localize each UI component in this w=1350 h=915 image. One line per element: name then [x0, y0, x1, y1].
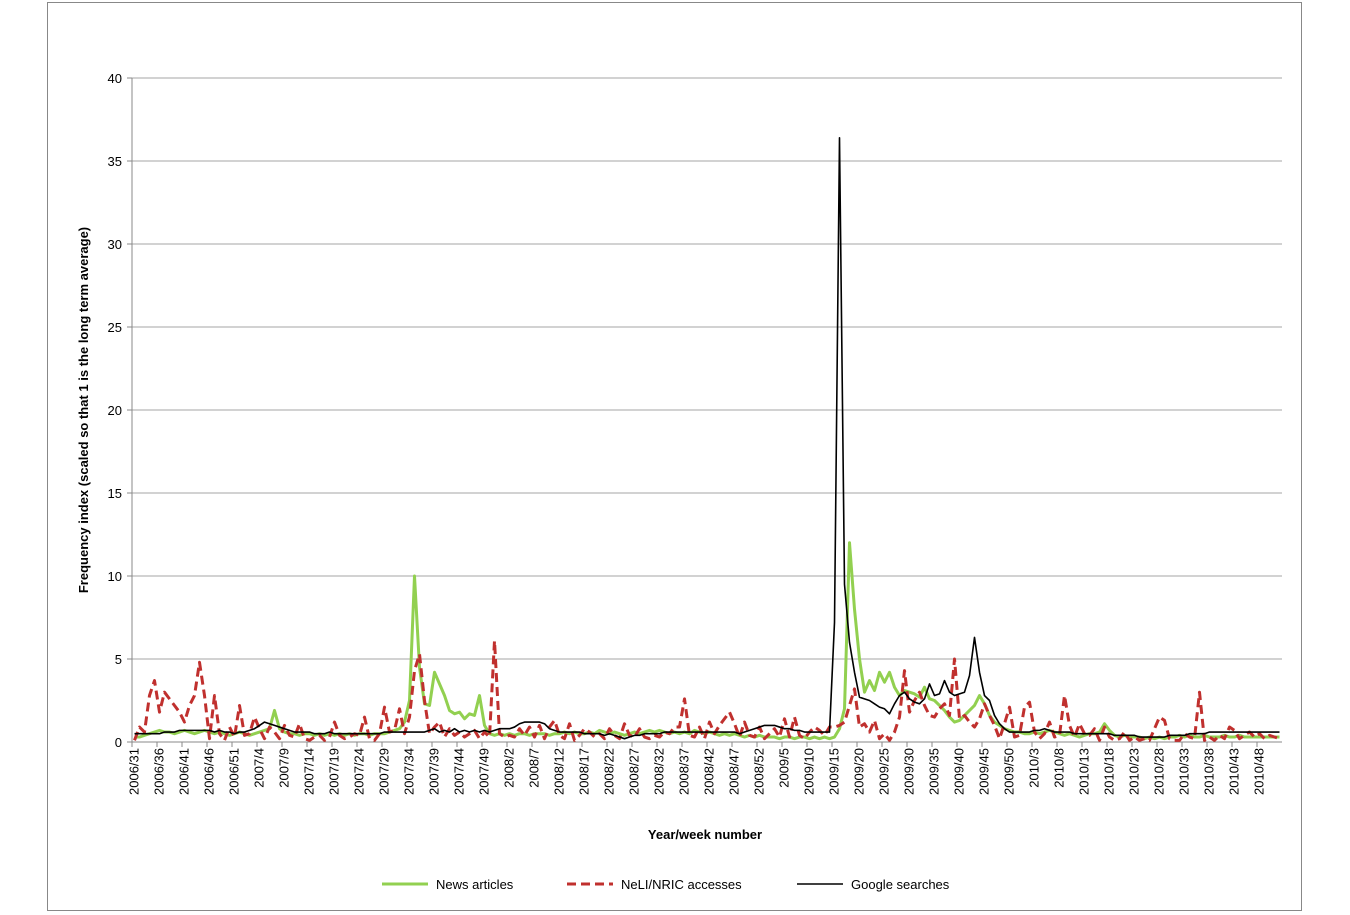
x-tick-label: 2007/9: [277, 748, 292, 788]
x-tick-label: 2009/35: [927, 748, 942, 795]
x-tick-label: 2006/41: [177, 748, 192, 795]
x-tick-label: 2007/19: [327, 748, 342, 795]
x-tick-label: 2008/22: [602, 748, 617, 795]
x-tick-label: 2007/4: [252, 748, 267, 788]
x-tick-label: 2006/31: [127, 748, 142, 795]
x-tick-label: 2009/45: [977, 748, 992, 795]
x-tick-label: 2008/32: [652, 748, 667, 795]
y-tick-label: 30: [108, 237, 122, 252]
x-tick-label: 2007/49: [477, 748, 492, 795]
x-tick-label: 2010/8: [1052, 748, 1067, 788]
frame: [47, 2, 1302, 911]
series-line: [133, 639, 1280, 742]
x-tick-label: 2009/50: [1002, 748, 1017, 795]
x-tick-label: 2009/20: [852, 748, 867, 795]
series-line: [134, 541, 1280, 741]
x-tick-label: 2009/30: [902, 748, 917, 795]
y-tick-label: 25: [108, 320, 122, 335]
x-tick-label: 2008/42: [702, 748, 717, 795]
x-tick-label: 2010/33: [1177, 748, 1192, 795]
x-tick-label: 2009/5: [777, 748, 792, 788]
x-tick-label: 2008/2: [502, 748, 517, 788]
x-tick-label: 2010/23: [1127, 748, 1142, 795]
x-tick-label: 2010/38: [1202, 748, 1217, 795]
x-tick-label: 2009/15: [827, 748, 842, 795]
legend-label: News articles: [436, 877, 514, 892]
x-tick-label: 2007/44: [452, 748, 467, 795]
y-tick-label: 10: [108, 569, 122, 584]
y-tick-label: 0: [115, 735, 122, 750]
y-tick-label: 35: [108, 154, 122, 169]
x-tick-label: 2009/40: [952, 748, 967, 795]
y-tick-label: 20: [108, 403, 122, 418]
x-tick-label: 2008/52: [752, 748, 767, 795]
x-tick-label: 2007/39: [427, 748, 442, 795]
x-tick-label: 2006/51: [227, 748, 242, 795]
x-tick-label: 2008/37: [677, 748, 692, 795]
x-tick-label: 2007/14: [302, 748, 317, 795]
y-axis-label: Frequency index (scaled so that 1 is the…: [76, 227, 91, 593]
y-tick-label: 5: [115, 652, 122, 667]
legend-label: Google searches: [851, 877, 950, 892]
x-tick-label: 2008/7: [527, 748, 542, 788]
x-tick-label: 2010/13: [1077, 748, 1092, 795]
x-tick-label: 2010/3: [1027, 748, 1042, 788]
x-tick-label: 2010/43: [1227, 748, 1242, 795]
x-tick-label: 2006/46: [202, 748, 217, 795]
y-tick-label: 15: [108, 486, 122, 501]
x-tick-label: 2007/29: [377, 748, 392, 795]
x-tick-label: 2007/24: [352, 748, 367, 795]
y-tick-label: 40: [108, 71, 122, 86]
x-tick-label: 2010/48: [1252, 748, 1267, 795]
x-tick-label: 2009/10: [802, 748, 817, 795]
x-tick-label: 2006/36: [152, 748, 167, 795]
x-tick-label: 2007/34: [402, 748, 417, 795]
x-tick-label: 2010/18: [1102, 748, 1117, 795]
legend-label: NeLI/NRIC accesses: [621, 877, 742, 892]
x-tick-label: 2008/12: [552, 748, 567, 795]
x-tick-label: 2008/27: [627, 748, 642, 795]
x-axis-label: Year/week number: [648, 827, 762, 842]
x-tick-label: 2008/17: [577, 748, 592, 795]
series-line: [134, 136, 1280, 740]
x-tick-label: 2008/47: [727, 748, 742, 795]
x-tick-label: 2010/28: [1152, 748, 1167, 795]
x-tick-label: 2009/25: [877, 748, 892, 795]
